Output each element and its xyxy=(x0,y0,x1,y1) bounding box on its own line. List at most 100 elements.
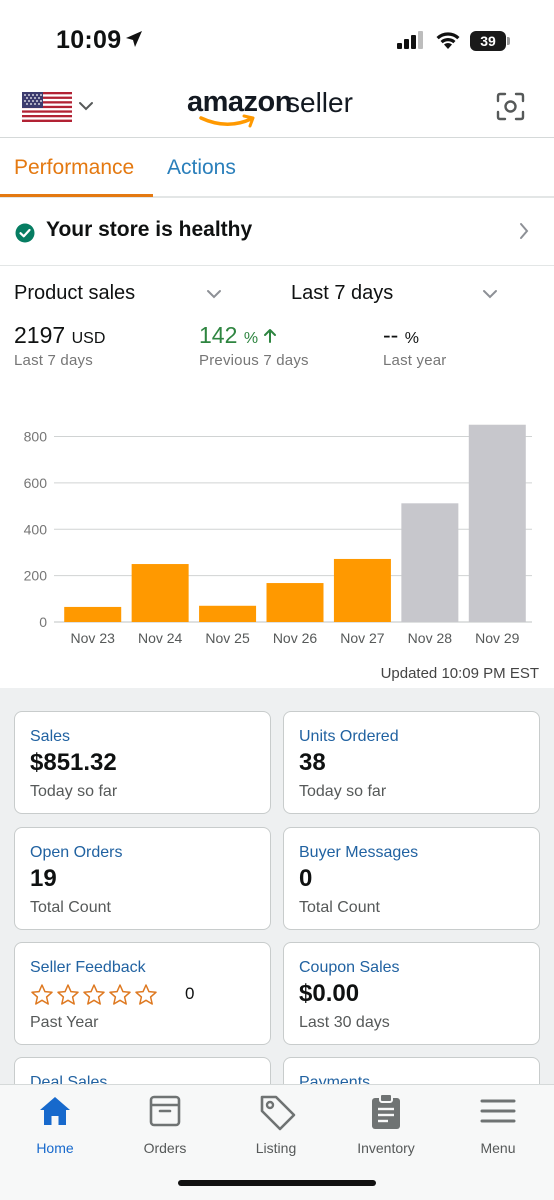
x-tick-label: Nov 26 xyxy=(273,630,318,646)
metric-dropdown[interactable]: Product sales xyxy=(14,282,222,308)
nav-label: Inventory xyxy=(357,1140,415,1156)
tab-actions[interactable]: Actions xyxy=(167,156,236,179)
nav-label: Menu xyxy=(480,1140,516,1156)
card-title: Payments xyxy=(299,1074,371,1086)
payments-card[interactable]: Payments xyxy=(283,1057,540,1086)
deal-sales-card[interactable]: Deal Sales xyxy=(14,1057,271,1086)
nav-menu[interactable]: Menu xyxy=(443,1091,553,1157)
card-title: Sales xyxy=(30,728,71,745)
stat-previous-value-row: 142 % xyxy=(199,322,309,349)
chart-bar[interactable] xyxy=(131,564,189,622)
tab-bar: Performance Actions xyxy=(0,138,554,198)
updated-timestamp: Updated 10:09 PM EST xyxy=(380,665,539,682)
stat-last-year-label: Last year xyxy=(383,352,447,369)
x-tick-label: Nov 24 xyxy=(138,630,183,646)
open-orders-card[interactable]: Open Orders 19 Total Count xyxy=(14,827,271,930)
check-circle-icon xyxy=(15,223,35,243)
chevron-right-icon xyxy=(520,223,529,239)
feedback-count: 0 xyxy=(185,984,195,1003)
seller-feedback-card[interactable]: Seller Feedback 0 Past Year xyxy=(14,942,271,1045)
card-title: Buyer Messages xyxy=(299,844,419,861)
stat-previous-label: Previous 7 days xyxy=(199,352,309,369)
chart-bar[interactable] xyxy=(64,606,122,622)
us-flag-icon xyxy=(22,92,72,122)
y-tick-label: 600 xyxy=(24,475,48,491)
card-title: Coupon Sales xyxy=(299,959,400,976)
app-header: amazon seller xyxy=(0,80,554,138)
card-subtitle: Today so far xyxy=(299,783,387,800)
star-icon xyxy=(57,984,79,1005)
card-subtitle: Last 30 days xyxy=(299,1014,390,1031)
x-tick-label: Nov 27 xyxy=(340,630,385,646)
stat-previous-period: 142 % Previous 7 days xyxy=(199,322,309,369)
x-tick-label: Nov 28 xyxy=(408,630,453,646)
hamburger-menu-icon xyxy=(480,1099,516,1123)
chevron-down-icon xyxy=(483,290,497,299)
nav-label: Orders xyxy=(143,1140,187,1156)
clipboard-icon xyxy=(372,1093,400,1129)
date-range-label: Last 7 days xyxy=(291,282,394,304)
stat-last-year-value-row: -- % xyxy=(383,322,447,349)
nav-inventory[interactable]: Inventory xyxy=(331,1091,441,1157)
sales-card[interactable]: Sales $851.32 Today so far xyxy=(14,711,271,814)
chart-bar[interactable] xyxy=(468,424,526,622)
stat-last-year-unit: % xyxy=(404,330,420,347)
card-subtitle: Today so far xyxy=(30,783,118,800)
active-tab-indicator xyxy=(0,194,153,197)
home-indicator xyxy=(178,1180,376,1186)
amazon-smile-icon xyxy=(199,114,255,128)
brand-main: amazon xyxy=(187,86,292,118)
brand-sub: seller xyxy=(286,87,353,118)
coupon-sales-card[interactable]: Coupon Sales $0.00 Last 30 days xyxy=(283,942,540,1045)
metric-cards-area: Sales $851.32 Today so far Units Ordered… xyxy=(0,688,554,1086)
x-tick-label: Nov 23 xyxy=(71,630,116,646)
chart-bar[interactable] xyxy=(199,605,257,622)
tag-icon xyxy=(260,1095,296,1131)
stat-previous-unit: % xyxy=(243,330,259,347)
nav-label: Home xyxy=(36,1140,74,1156)
orders-box-icon xyxy=(149,1095,181,1127)
stat-current-unit: USD xyxy=(71,330,106,347)
nav-orders[interactable]: Orders xyxy=(110,1091,220,1157)
card-title: Open Orders xyxy=(30,844,123,861)
amazon-seller-logo: amazon seller xyxy=(187,86,377,132)
card-value: 0 xyxy=(299,865,313,892)
stat-previous-value: 142 xyxy=(199,322,238,348)
card-subtitle: Total Count xyxy=(30,899,111,916)
nav-listing[interactable]: Listing xyxy=(221,1091,331,1157)
chart-bar[interactable] xyxy=(333,558,391,622)
x-tick-label: Nov 25 xyxy=(205,630,250,646)
chart-bar[interactable] xyxy=(266,583,324,622)
card-value: $0.00 xyxy=(299,980,360,1007)
card-value: 38 xyxy=(299,749,326,776)
y-tick-label: 800 xyxy=(24,429,48,445)
chart-bar[interactable] xyxy=(401,503,459,622)
nav-home[interactable]: Home xyxy=(0,1091,110,1157)
stat-current-period: 2197 USD Last 7 days xyxy=(14,322,105,369)
y-tick-label: 0 xyxy=(39,614,47,630)
stat-last-year: -- % Last year xyxy=(383,322,447,369)
card-title: Deal Sales xyxy=(30,1074,108,1086)
battery-indicator: 39 xyxy=(470,31,506,51)
nav-label: Listing xyxy=(255,1140,297,1156)
scan-icon[interactable] xyxy=(496,92,525,121)
x-tick-label: Nov 29 xyxy=(475,630,520,646)
marketplace-selector[interactable] xyxy=(22,92,94,122)
metric-dropdown-label: Product sales xyxy=(14,282,136,304)
wifi-icon xyxy=(436,32,460,49)
y-tick-label: 200 xyxy=(24,568,48,584)
account-health-row[interactable]: Your store is healthy xyxy=(0,198,554,266)
arrow-up-icon xyxy=(263,329,276,343)
location-arrow-icon xyxy=(126,31,142,47)
star-icon xyxy=(109,984,131,1005)
tab-performance[interactable]: Performance xyxy=(14,156,135,179)
card-value: 19 xyxy=(30,865,57,892)
buyer-messages-card[interactable]: Buyer Messages 0 Total Count xyxy=(283,827,540,930)
stat-current-value: 2197 xyxy=(14,322,66,348)
units-ordered-card[interactable]: Units Ordered 38 Today so far xyxy=(283,711,540,814)
stat-last-year-value: -- xyxy=(383,322,399,348)
date-range-dropdown[interactable]: Last 7 days xyxy=(291,282,498,308)
battery-cap xyxy=(507,37,510,45)
card-value: $851.32 xyxy=(30,749,117,776)
